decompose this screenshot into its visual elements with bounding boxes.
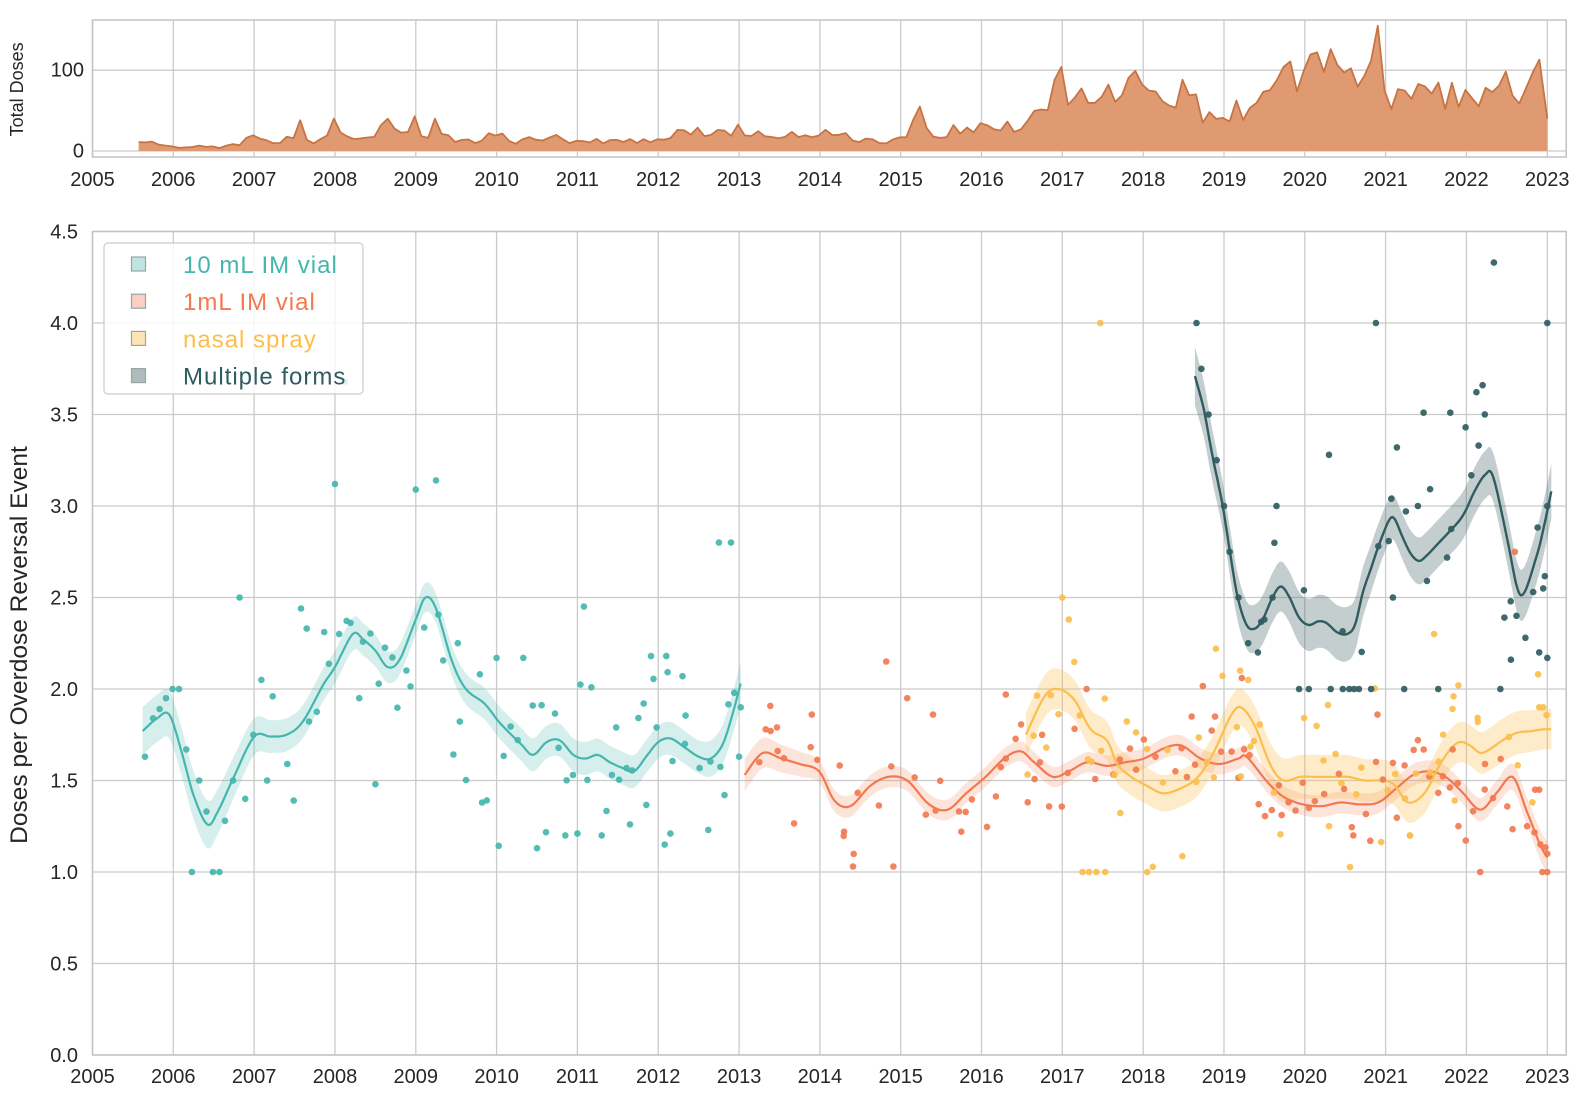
- svg-text:100: 100: [51, 60, 84, 82]
- svg-text:2010: 2010: [474, 169, 519, 191]
- svg-text:10 mL IM vial: 10 mL IM vial: [183, 252, 338, 279]
- svg-text:2019: 2019: [1202, 1066, 1247, 1088]
- svg-text:2.0: 2.0: [50, 679, 78, 701]
- svg-text:2023: 2023: [1525, 1066, 1570, 1088]
- svg-text:Total Doses: Total Doses: [7, 42, 27, 136]
- svg-text:2007: 2007: [232, 169, 277, 191]
- svg-text:2017: 2017: [1040, 1066, 1085, 1088]
- svg-text:2013: 2013: [717, 1066, 762, 1088]
- svg-text:2009: 2009: [394, 169, 439, 191]
- svg-text:2006: 2006: [151, 1066, 196, 1088]
- svg-text:2015: 2015: [878, 1066, 923, 1088]
- svg-text:2017: 2017: [1040, 169, 1085, 191]
- svg-text:2007: 2007: [232, 1066, 277, 1088]
- svg-text:2018: 2018: [1121, 1066, 1166, 1088]
- svg-text:Doses per Overdose Reversal Ev: Doses per Overdose Reversal Event: [6, 446, 33, 844]
- svg-text:2021: 2021: [1363, 1066, 1408, 1088]
- svg-text:2005: 2005: [70, 1066, 115, 1088]
- svg-text:2008: 2008: [313, 169, 358, 191]
- svg-text:2022: 2022: [1444, 1066, 1489, 1088]
- svg-text:1mL IM vial: 1mL IM vial: [183, 289, 316, 316]
- svg-text:2016: 2016: [959, 1066, 1004, 1088]
- svg-text:2020: 2020: [1283, 169, 1328, 191]
- svg-text:2021: 2021: [1363, 169, 1408, 191]
- svg-text:4.0: 4.0: [50, 313, 78, 335]
- svg-text:2014: 2014: [798, 169, 843, 191]
- svg-text:0.5: 0.5: [50, 954, 78, 976]
- svg-text:2020: 2020: [1283, 1066, 1328, 1088]
- svg-text:2022: 2022: [1444, 169, 1489, 191]
- svg-text:2009: 2009: [394, 1066, 439, 1088]
- svg-text:2006: 2006: [151, 169, 196, 191]
- svg-text:2019: 2019: [1202, 169, 1247, 191]
- svg-text:2011: 2011: [556, 1066, 599, 1088]
- svg-text:2012: 2012: [636, 1066, 681, 1088]
- svg-text:2008: 2008: [313, 1066, 358, 1088]
- svg-text:1.0: 1.0: [50, 862, 78, 884]
- svg-text:2016: 2016: [959, 169, 1004, 191]
- svg-text:2014: 2014: [798, 1066, 843, 1088]
- svg-text:2005: 2005: [70, 169, 115, 191]
- svg-text:0: 0: [73, 141, 84, 163]
- svg-text:3.5: 3.5: [50, 405, 78, 427]
- svg-text:Multiple forms: Multiple forms: [183, 364, 346, 391]
- svg-text:2011: 2011: [556, 169, 599, 191]
- svg-text:2018: 2018: [1121, 169, 1166, 191]
- svg-text:1.5: 1.5: [50, 771, 78, 793]
- svg-text:4.5: 4.5: [50, 222, 78, 244]
- svg-text:2023: 2023: [1525, 169, 1570, 191]
- svg-text:nasal spray: nasal spray: [183, 326, 317, 353]
- svg-text:2013: 2013: [717, 169, 762, 191]
- svg-text:2010: 2010: [474, 1066, 519, 1088]
- svg-text:2012: 2012: [636, 169, 681, 191]
- svg-text:2015: 2015: [878, 169, 923, 191]
- svg-text:0.0: 0.0: [50, 1045, 78, 1067]
- svg-text:2.5: 2.5: [50, 588, 78, 610]
- svg-text:3.0: 3.0: [50, 496, 78, 518]
